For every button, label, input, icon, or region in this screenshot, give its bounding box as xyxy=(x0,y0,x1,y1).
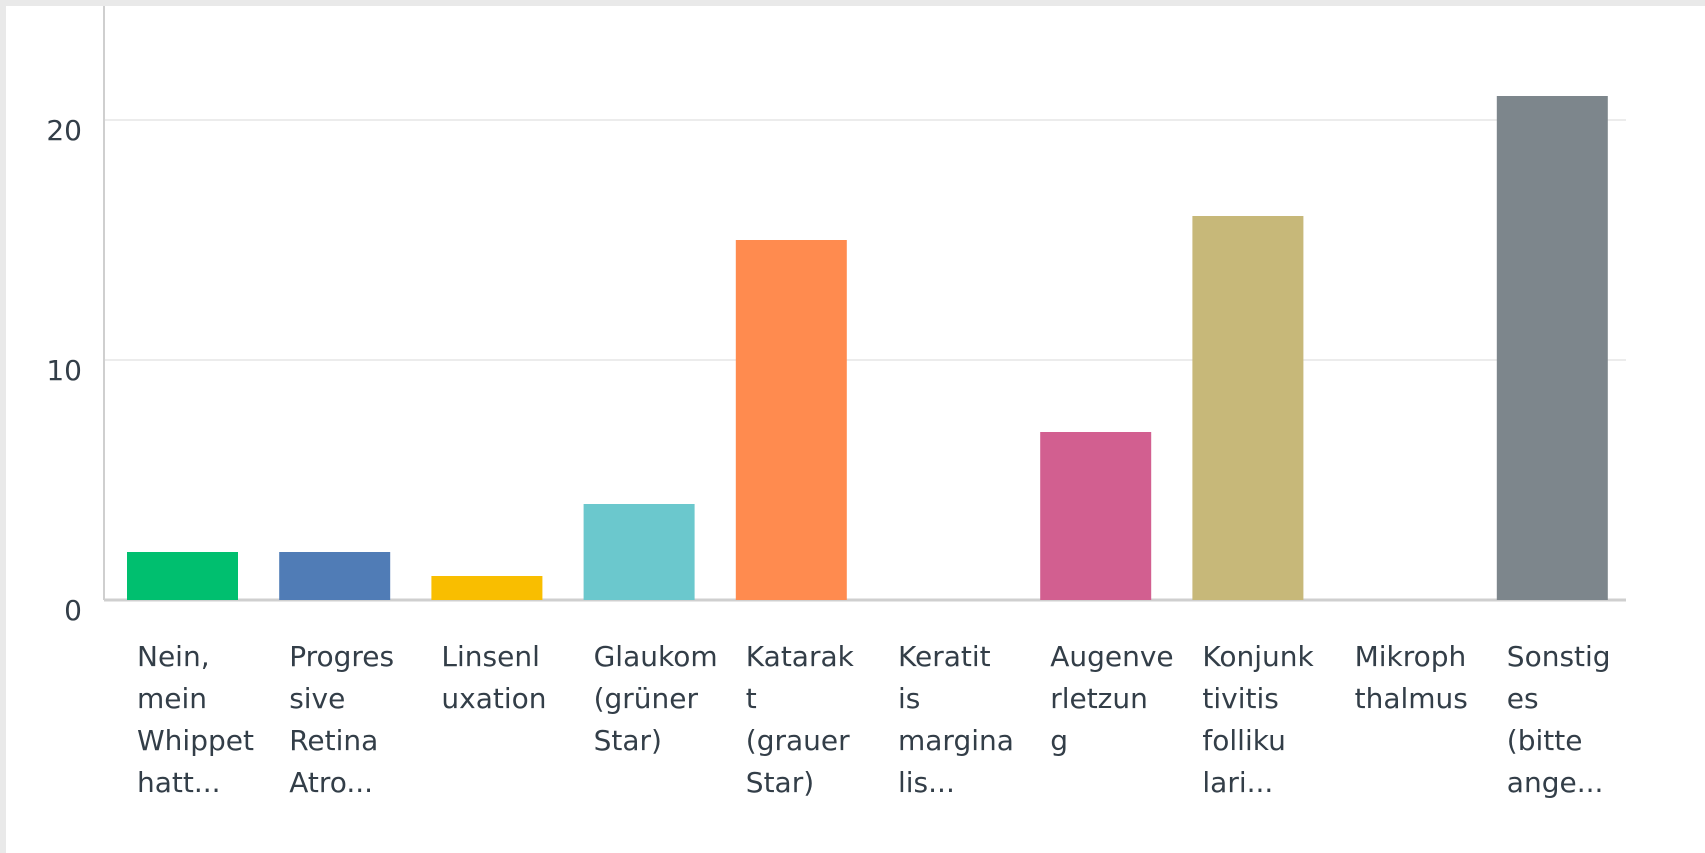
x-tick-label: t xyxy=(746,682,757,715)
x-tick-label: Katarak xyxy=(746,640,855,673)
x-tick-label: Linsenl xyxy=(441,640,539,673)
x-tick-label: Augenve xyxy=(1050,640,1173,673)
bar xyxy=(431,576,543,600)
x-tick-label: (bitte xyxy=(1507,724,1583,757)
x-tick-label: (grauer xyxy=(746,724,850,757)
x-tick-label: Star) xyxy=(746,766,814,799)
x-tick-label: rletzun xyxy=(1050,682,1148,715)
x-tick-label: Whippet xyxy=(137,724,254,757)
bar xyxy=(735,240,847,600)
x-tick-label: Mikroph xyxy=(1355,640,1467,673)
bar xyxy=(1040,432,1152,600)
y-tick-label: 0 xyxy=(64,594,82,627)
x-tick-label: (grüner xyxy=(594,682,699,715)
x-tick-label: Progres xyxy=(289,640,394,673)
x-tick-label: hatt... xyxy=(137,766,221,799)
x-tick-label: lis... xyxy=(898,766,955,799)
x-tick-label: is xyxy=(898,682,920,715)
y-tick-label: 20 xyxy=(46,114,82,147)
x-tick-label: es xyxy=(1507,682,1539,715)
x-tick-label: folliku xyxy=(1202,724,1285,757)
bar xyxy=(1496,96,1608,600)
x-tick-label: Glaukom xyxy=(594,640,718,673)
x-tick-label: Atro... xyxy=(289,766,373,799)
x-tick-label: ange... xyxy=(1507,766,1604,799)
x-tick-label: margina xyxy=(898,724,1014,757)
x-tick-label: Sonstig xyxy=(1507,640,1611,673)
x-tick-label: Star) xyxy=(594,724,662,757)
x-tick-label: mein xyxy=(137,682,207,715)
x-tick-label: tivitis xyxy=(1202,682,1278,715)
x-tick-label: lari... xyxy=(1202,766,1273,799)
x-tick-label: Nein, xyxy=(137,640,210,673)
x-tick-label: Retina xyxy=(289,724,378,757)
x-tick-label: Keratit xyxy=(898,640,991,673)
bar xyxy=(127,552,238,600)
bar xyxy=(279,552,391,600)
bar xyxy=(1192,216,1304,600)
panel xyxy=(6,6,1705,853)
x-tick-label: Konjunk xyxy=(1202,640,1314,673)
x-tick-label: uxation xyxy=(441,682,546,715)
y-tick-label: 10 xyxy=(46,354,82,387)
bar xyxy=(583,504,695,600)
x-tick-label: thalmus xyxy=(1355,682,1468,715)
x-tick-label: sive xyxy=(289,682,345,715)
x-tick-label: g xyxy=(1050,724,1068,757)
